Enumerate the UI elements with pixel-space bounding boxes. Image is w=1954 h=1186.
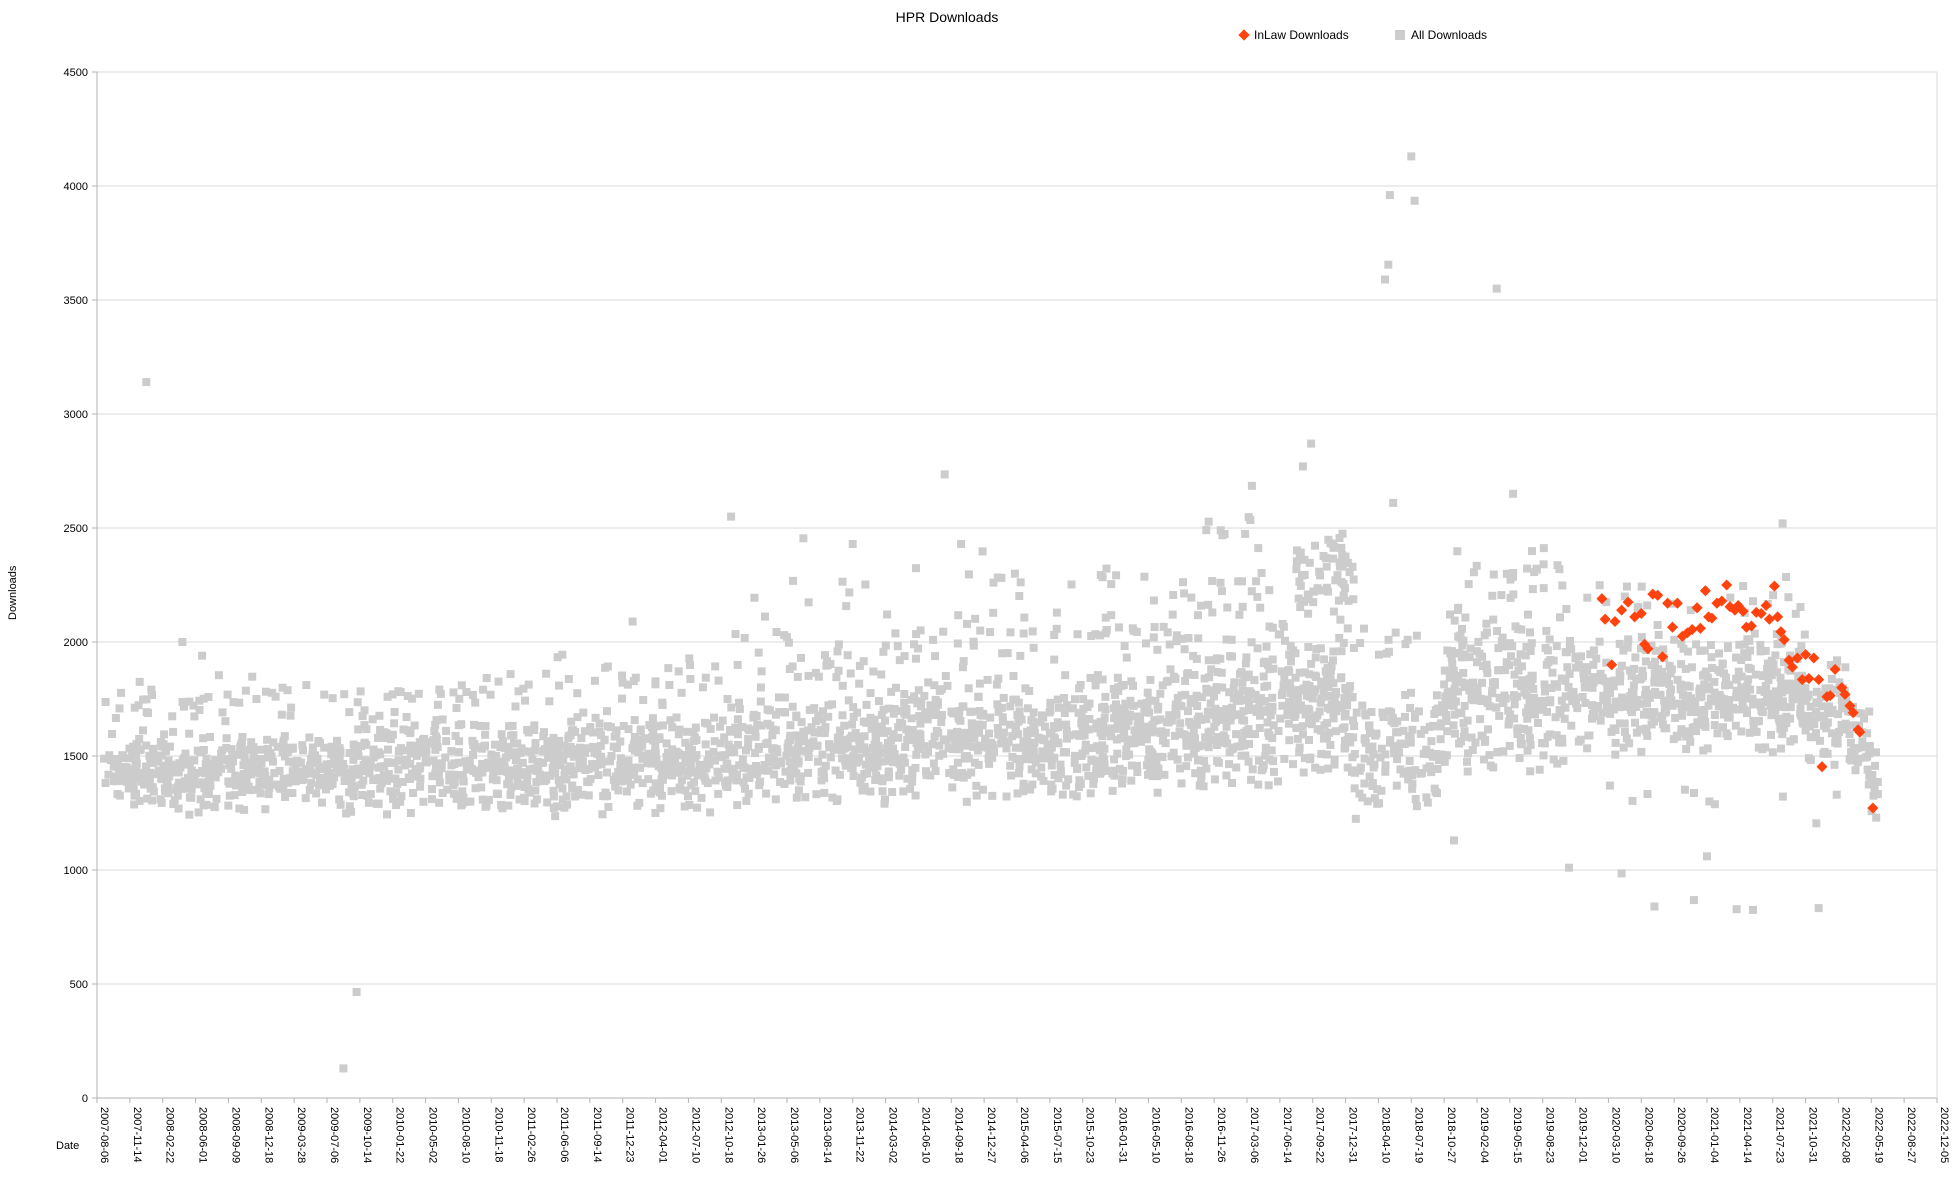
svg-text:2021-01-04: 2021-01-04 (1708, 1107, 1720, 1163)
svg-text:2013-05-06: 2013-05-06 (788, 1107, 800, 1163)
svg-text:2010-08-10: 2010-08-10 (459, 1107, 471, 1163)
svg-text:2016-08-18: 2016-08-18 (1182, 1107, 1194, 1163)
x-axis-title: Date (56, 1140, 80, 1152)
svg-text:2019-12-01: 2019-12-01 (1577, 1107, 1589, 1163)
legend-item-inlaw: InLaw Downloads (1238, 28, 1349, 42)
svg-text:2012-07-10: 2012-07-10 (689, 1107, 701, 1163)
svg-text:2022-12-05: 2022-12-05 (1938, 1107, 1950, 1163)
svg-text:2020-06-18: 2020-06-18 (1642, 1107, 1654, 1163)
svg-text:2011-12-23: 2011-12-23 (624, 1107, 636, 1162)
svg-text:2021-07-23: 2021-07-23 (1774, 1107, 1786, 1163)
svg-text:2013-11-22: 2013-11-22 (854, 1107, 866, 1162)
legend-label: All Downloads (1411, 28, 1488, 42)
svg-text:2008-06-01: 2008-06-01 (197, 1107, 209, 1163)
svg-text:2009-07-06: 2009-07-06 (328, 1107, 340, 1163)
svg-text:2011-06-06: 2011-06-06 (558, 1107, 570, 1162)
svg-text:2010-01-22: 2010-01-22 (394, 1107, 406, 1163)
svg-text:2016-11-26: 2016-11-26 (1215, 1107, 1227, 1162)
svg-text:2012-10-18: 2012-10-18 (722, 1107, 734, 1163)
svg-text:1500: 1500 (64, 751, 88, 763)
svg-text:500: 500 (70, 979, 88, 991)
svg-text:2008-09-09: 2008-09-09 (229, 1107, 241, 1163)
svg-text:3500: 3500 (64, 295, 88, 307)
square-marker-icon (1395, 30, 1405, 40)
svg-text:2021-04-14: 2021-04-14 (1741, 1107, 1753, 1163)
svg-text:2007-11-14: 2007-11-14 (131, 1107, 143, 1162)
svg-text:2007-08-06: 2007-08-06 (98, 1107, 110, 1163)
svg-text:2013-08-14: 2013-08-14 (821, 1107, 833, 1163)
svg-text:2000: 2000 (64, 637, 88, 649)
svg-text:3000: 3000 (64, 409, 88, 421)
svg-text:2009-03-28: 2009-03-28 (295, 1107, 307, 1163)
svg-text:2014-06-10: 2014-06-10 (919, 1107, 931, 1163)
svg-text:2500: 2500 (64, 523, 88, 535)
svg-text:1000: 1000 (64, 865, 88, 877)
svg-text:2008-02-22: 2008-02-22 (164, 1107, 176, 1163)
svg-text:2021-10-31: 2021-10-31 (1807, 1107, 1819, 1163)
svg-text:2013-01-26: 2013-01-26 (755, 1107, 767, 1163)
svg-text:2017-12-31: 2017-12-31 (1347, 1107, 1359, 1163)
y-axis-title: Downloads (7, 565, 19, 620)
legend: InLaw Downloads All Downloads (0, 26, 1954, 46)
svg-text:2016-01-31: 2016-01-31 (1117, 1107, 1129, 1163)
svg-text:2009-10-14: 2009-10-14 (361, 1107, 373, 1163)
svg-text:2014-09-18: 2014-09-18 (952, 1107, 964, 1163)
svg-text:2014-03-02: 2014-03-02 (887, 1107, 899, 1163)
svg-text:4500: 4500 (64, 67, 88, 79)
svg-text:2015-04-06: 2015-04-06 (1018, 1107, 1030, 1163)
svg-text:2022-08-27: 2022-08-27 (1905, 1107, 1917, 1163)
svg-text:2022-05-19: 2022-05-19 (1872, 1107, 1884, 1163)
svg-text:2012-04-01: 2012-04-01 (657, 1107, 669, 1163)
legend-item-all: All Downloads (1395, 28, 1487, 42)
svg-text:2010-11-18: 2010-11-18 (492, 1107, 504, 1162)
svg-text:2020-03-10: 2020-03-10 (1609, 1107, 1621, 1163)
svg-text:0: 0 (82, 1093, 88, 1105)
svg-text:2011-09-14: 2011-09-14 (591, 1107, 603, 1162)
svg-text:2017-06-14: 2017-06-14 (1281, 1107, 1293, 1163)
svg-text:2019-05-15: 2019-05-15 (1511, 1107, 1523, 1163)
svg-text:2014-12-27: 2014-12-27 (985, 1107, 997, 1163)
svg-text:2018-07-19: 2018-07-19 (1412, 1107, 1424, 1163)
svg-text:2019-08-23: 2019-08-23 (1544, 1107, 1556, 1163)
svg-text:2010-05-02: 2010-05-02 (427, 1107, 439, 1163)
svg-text:2019-02-04: 2019-02-04 (1478, 1107, 1490, 1163)
svg-text:2018-04-10: 2018-04-10 (1379, 1107, 1391, 1163)
svg-text:2015-07-15: 2015-07-15 (1051, 1107, 1063, 1163)
diamond-marker-icon (1238, 29, 1250, 41)
svg-text:2017-03-06: 2017-03-06 (1248, 1107, 1260, 1163)
svg-text:2022-02-08: 2022-02-08 (1839, 1107, 1851, 1163)
svg-text:2020-09-26: 2020-09-26 (1675, 1107, 1687, 1163)
chart-title: HPR Downloads (895, 9, 999, 25)
svg-text:2011-02-26: 2011-02-26 (525, 1107, 537, 1162)
svg-text:2017-09-22: 2017-09-22 (1314, 1107, 1326, 1163)
svg-text:2015-10-23: 2015-10-23 (1084, 1107, 1096, 1163)
svg-text:4000: 4000 (64, 181, 88, 193)
svg-text:2008-12-18: 2008-12-18 (262, 1107, 274, 1163)
legend-label: InLaw Downloads (1254, 28, 1349, 42)
svg-text:2016-05-10: 2016-05-10 (1149, 1107, 1161, 1163)
svg-text:2018-10-27: 2018-10-27 (1445, 1107, 1457, 1163)
